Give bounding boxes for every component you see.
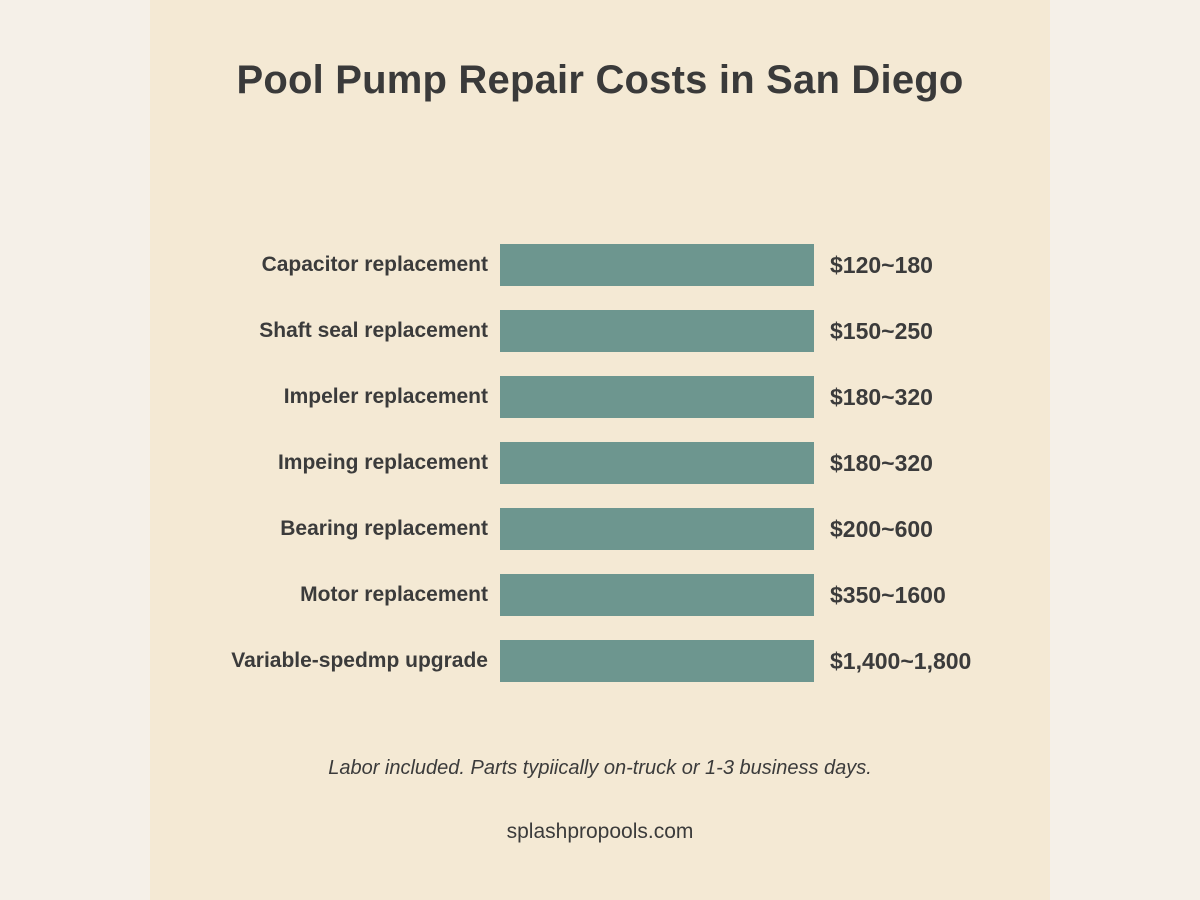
category-label: Impeler replacement	[283, 385, 488, 408]
bar-row: Shaft seal replacement $150~250	[150, 310, 1050, 352]
category-label: Shaft seal replacement	[259, 319, 488, 342]
value-label: $200~600	[830, 516, 933, 542]
bar-row: Motor replacement $350~1600	[150, 574, 1050, 616]
bar	[500, 508, 814, 550]
bar	[500, 244, 814, 286]
bar	[500, 574, 814, 616]
value-label: $1,400~1,800	[830, 648, 972, 674]
bar	[500, 442, 814, 484]
chart-title: Pool Pump Repair Costs in San Diego	[236, 58, 964, 102]
category-label: Bearing replacement	[280, 517, 488, 540]
value-label: $180~320	[830, 450, 933, 476]
infographic-panel: Pool Pump Repair Costs in San Diego Capa…	[150, 0, 1050, 900]
footnote: Labor included. Parts typiically on-truc…	[328, 757, 872, 779]
bar-row: Variable-spedmp upgrade $1,400~1,800	[150, 640, 1050, 682]
category-label: Capacitor replacement	[261, 253, 488, 276]
bar-row: Impeler replacement $180~320	[150, 376, 1050, 418]
bar-row: Capacitor replacement $120~180	[150, 244, 1050, 286]
bar-row: Impeing replacement $180~320	[150, 442, 1050, 484]
bar	[500, 376, 814, 418]
bar-row: Bearing replacement $200~600	[150, 508, 1050, 550]
value-label: $120~180	[830, 252, 933, 278]
category-label: Motor replacement	[300, 583, 488, 606]
bar	[500, 310, 814, 352]
category-label: Impeing replacement	[277, 451, 488, 474]
bar	[500, 640, 814, 682]
value-label: $180~320	[830, 384, 933, 410]
category-label: Variable-spedmp upgrade	[231, 649, 488, 672]
website-link[interactable]: splashpropools.com	[506, 820, 694, 843]
value-label: $150~250	[830, 318, 933, 344]
value-label: $350~1600	[830, 582, 946, 608]
